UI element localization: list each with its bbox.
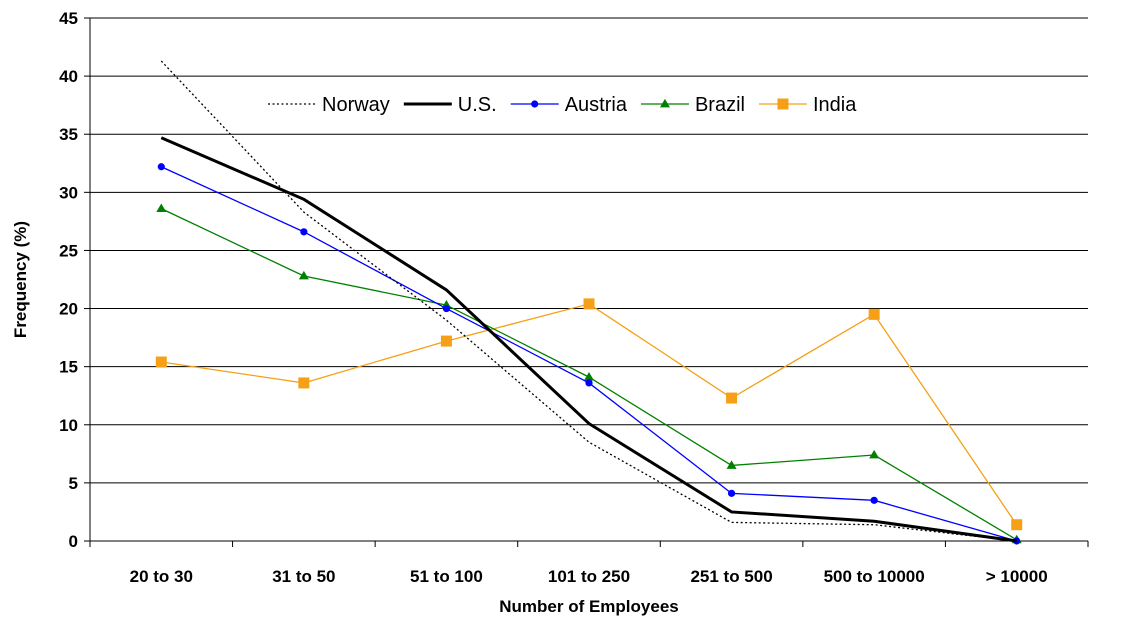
- y-tick-label: 15: [59, 358, 78, 377]
- data-point-brazil: [156, 203, 167, 213]
- series-line-u-s: [160, 136, 1017, 543]
- y-axis-title: Frequency (%): [11, 221, 30, 338]
- series-line-norway: [160, 60, 1017, 542]
- y-tick-label: 35: [59, 125, 78, 144]
- data-point-brazil: [584, 372, 594, 381]
- data-point-india: [155, 356, 167, 368]
- data-point-brazil: [869, 449, 880, 459]
- x-tick-label: 251 to 500: [690, 567, 772, 586]
- plot-series: [155, 60, 1023, 545]
- legend-label: Brazil: [695, 94, 745, 116]
- y-tick-label: 5: [69, 474, 78, 493]
- data-point-brazil: [298, 270, 309, 280]
- y-tick-label: 0: [69, 532, 78, 551]
- legend-item-austria: Austria: [510, 94, 628, 116]
- x-tick-label: > 10000: [986, 567, 1048, 586]
- data-point-india: [298, 377, 310, 389]
- grid: [89, 17, 1088, 542]
- data-point-india: [440, 335, 452, 347]
- legend-marker: [777, 98, 789, 110]
- legend-item-brazil: Brazil: [640, 94, 745, 116]
- legend-marker: [531, 100, 539, 108]
- data-point-india: [726, 392, 738, 404]
- y-tick-label: 20: [59, 300, 78, 319]
- y-tick-label: 40: [59, 67, 78, 86]
- x-axis-title: Number of Employees: [499, 597, 679, 616]
- legend-label: Norway: [322, 94, 390, 116]
- data-point-austria: [157, 163, 165, 171]
- x-tick-label: 31 to 50: [272, 567, 335, 586]
- legend-label: U.S.: [458, 94, 497, 116]
- y-tick-label: 10: [59, 416, 78, 435]
- data-point-austria: [300, 228, 308, 236]
- legend-label: Austria: [565, 94, 628, 116]
- legend-marker: [659, 98, 670, 108]
- y-tick-label: 45: [59, 9, 78, 28]
- data-point-austria: [442, 304, 451, 313]
- data-point-brazil: [726, 460, 737, 469]
- data-point-austria: [727, 489, 736, 497]
- legend-item-u-s: U.S.: [403, 94, 497, 116]
- legend-label: India: [813, 94, 857, 116]
- data-point-austria: [585, 379, 593, 387]
- data-point-india: [583, 298, 595, 310]
- x-tick-label: 500 to 10000: [824, 567, 925, 586]
- data-point-austria: [870, 496, 878, 504]
- x-axis-ticks: 20 to 30 31 to 50 51 to 100 101 to 250 251 t…: [89, 541, 1089, 586]
- y-tick-label: 25: [59, 241, 78, 260]
- series-line-india: [161, 303, 1018, 526]
- legend: Norway U.S. Austria Brazil India: [268, 94, 857, 116]
- series-line-austria: [161, 166, 1017, 542]
- x-tick-label: 51 to 100: [410, 567, 483, 586]
- data-point-india: [868, 308, 880, 320]
- data-point-austria: [1013, 537, 1021, 545]
- x-tick-label: 20 to 30: [130, 567, 193, 586]
- x-tick-label: 101 to 250: [548, 567, 630, 586]
- y-tick-label: 30: [59, 183, 78, 202]
- y-axis-ticks: 0 5 10 15 20 25 30 35 40 45: [59, 9, 90, 551]
- legend-item-india: India: [758, 94, 857, 116]
- legend-item-norway: Norway: [268, 94, 390, 116]
- data-point-india: [1011, 519, 1023, 531]
